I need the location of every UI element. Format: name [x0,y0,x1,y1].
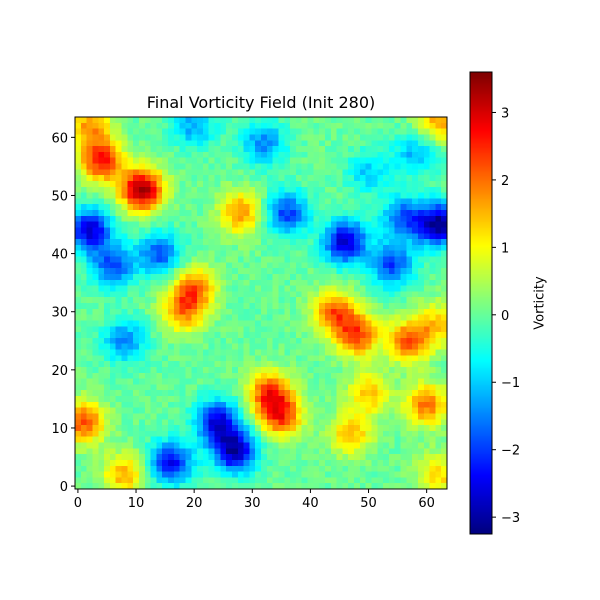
y-tick-label: 20 [51,364,68,379]
colorbar-tick-label: 0 [501,309,509,324]
x-axis: 0 10 20 30 40 50 60 [74,489,435,511]
heatmap-plot [74,116,448,490]
colorbar-tick-label: 3 [501,106,509,121]
colorbar-frame [469,71,493,535]
x-tick-label: 40 [302,496,319,511]
x-tick-label: 50 [360,496,377,511]
y-tick-label: 50 [51,189,68,204]
colorbar-tick-label: 2 [501,174,509,189]
y-tick-label: 30 [51,306,68,321]
y-tick-label: 0 [60,480,68,495]
vorticity-heatmap [75,117,447,489]
y-axis: 0 10 20 30 40 50 60 [51,131,75,495]
chart-title: Final Vorticity Field (Init 280) [147,93,376,112]
y-tick-label: 60 [51,131,68,146]
x-tick-label: 20 [186,496,203,511]
colorbar: −3 −2 −1 0 1 2 3 Vorticity [469,71,548,535]
x-tick-label: 10 [128,496,145,511]
y-tick-label: 10 [51,422,68,437]
colorbar-tick-label: −3 [501,511,520,526]
x-tick-label: 0 [74,496,82,511]
y-tick-label: 40 [51,248,68,263]
x-tick-label: 30 [244,496,261,511]
colorbar-tick-label: 1 [501,241,509,256]
x-tick-label: 60 [418,496,435,511]
colorbar-label: Vorticity [533,276,548,330]
colorbar-tick-label: −1 [501,376,520,391]
colorbar-gradient [470,72,492,534]
plot-frame [74,116,448,490]
colorbar-ticks: −3 −2 −1 0 1 2 3 [492,106,520,526]
colorbar-tick-label: −2 [501,444,520,459]
